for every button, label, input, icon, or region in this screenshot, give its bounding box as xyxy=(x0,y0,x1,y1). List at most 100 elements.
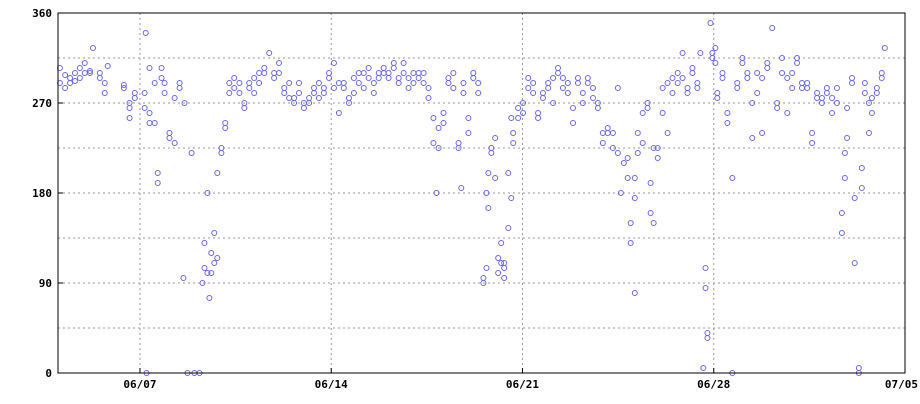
point xyxy=(508,115,515,121)
point xyxy=(697,50,704,56)
point xyxy=(749,100,756,106)
point xyxy=(204,190,211,196)
point xyxy=(881,45,888,51)
point xyxy=(865,100,872,106)
point xyxy=(754,90,761,96)
point xyxy=(181,100,188,106)
point xyxy=(281,90,288,96)
point xyxy=(570,120,577,126)
point xyxy=(86,70,93,76)
point xyxy=(146,65,153,71)
point xyxy=(559,85,566,91)
point xyxy=(520,110,527,116)
point xyxy=(370,90,377,96)
point xyxy=(550,100,557,106)
point xyxy=(445,80,452,86)
point xyxy=(784,75,791,81)
plot-frame xyxy=(57,12,906,374)
point xyxy=(120,85,127,91)
point xyxy=(460,80,467,86)
point xyxy=(779,55,786,61)
point xyxy=(126,105,133,111)
point xyxy=(365,65,372,71)
point xyxy=(689,65,696,71)
point xyxy=(639,140,646,146)
point xyxy=(614,150,621,156)
point xyxy=(674,80,681,86)
point xyxy=(465,130,472,136)
point xyxy=(634,130,641,136)
point xyxy=(96,75,103,81)
x-tick-label: 06/14 xyxy=(315,378,348,391)
point xyxy=(405,75,412,81)
point xyxy=(620,160,627,166)
point xyxy=(246,80,253,86)
point xyxy=(505,170,512,176)
point xyxy=(579,90,586,96)
point xyxy=(492,175,499,181)
point xyxy=(276,70,283,76)
point xyxy=(76,65,83,71)
point xyxy=(784,110,791,116)
point xyxy=(425,95,432,101)
point xyxy=(204,270,211,276)
point xyxy=(180,275,187,281)
point xyxy=(654,145,661,151)
point xyxy=(480,280,487,286)
point xyxy=(712,45,719,51)
point xyxy=(470,75,477,81)
point xyxy=(861,80,868,86)
point xyxy=(161,80,168,86)
point xyxy=(385,75,392,81)
point xyxy=(564,80,571,86)
point xyxy=(838,230,845,236)
point xyxy=(570,105,577,111)
point xyxy=(291,100,298,106)
point xyxy=(360,70,367,76)
point xyxy=(774,100,781,106)
point xyxy=(455,145,462,151)
point xyxy=(814,90,821,96)
point xyxy=(400,70,407,76)
point xyxy=(360,85,367,91)
point xyxy=(488,150,495,156)
point xyxy=(530,80,537,86)
point xyxy=(739,55,746,61)
point xyxy=(370,80,377,86)
point xyxy=(631,175,638,181)
point xyxy=(214,255,221,261)
point xyxy=(390,60,397,66)
point xyxy=(311,90,318,96)
point xyxy=(295,90,302,96)
point xyxy=(400,60,407,66)
point xyxy=(485,170,492,176)
point xyxy=(465,115,472,121)
point xyxy=(171,95,178,101)
point xyxy=(166,135,173,141)
point xyxy=(146,110,153,116)
point xyxy=(823,85,830,91)
point xyxy=(214,170,221,176)
point xyxy=(141,105,148,111)
point xyxy=(858,185,865,191)
point xyxy=(71,70,78,76)
point xyxy=(714,95,721,101)
point xyxy=(62,85,69,91)
point xyxy=(405,85,412,91)
point xyxy=(231,85,238,91)
point xyxy=(154,170,161,176)
point xyxy=(62,72,69,78)
point xyxy=(769,25,776,31)
point xyxy=(858,165,865,171)
point xyxy=(609,145,616,151)
point xyxy=(120,82,127,88)
point xyxy=(764,60,771,66)
point xyxy=(176,85,183,91)
point xyxy=(829,95,836,101)
point xyxy=(650,220,657,226)
point xyxy=(530,90,537,96)
point xyxy=(89,45,96,51)
point xyxy=(809,130,816,136)
